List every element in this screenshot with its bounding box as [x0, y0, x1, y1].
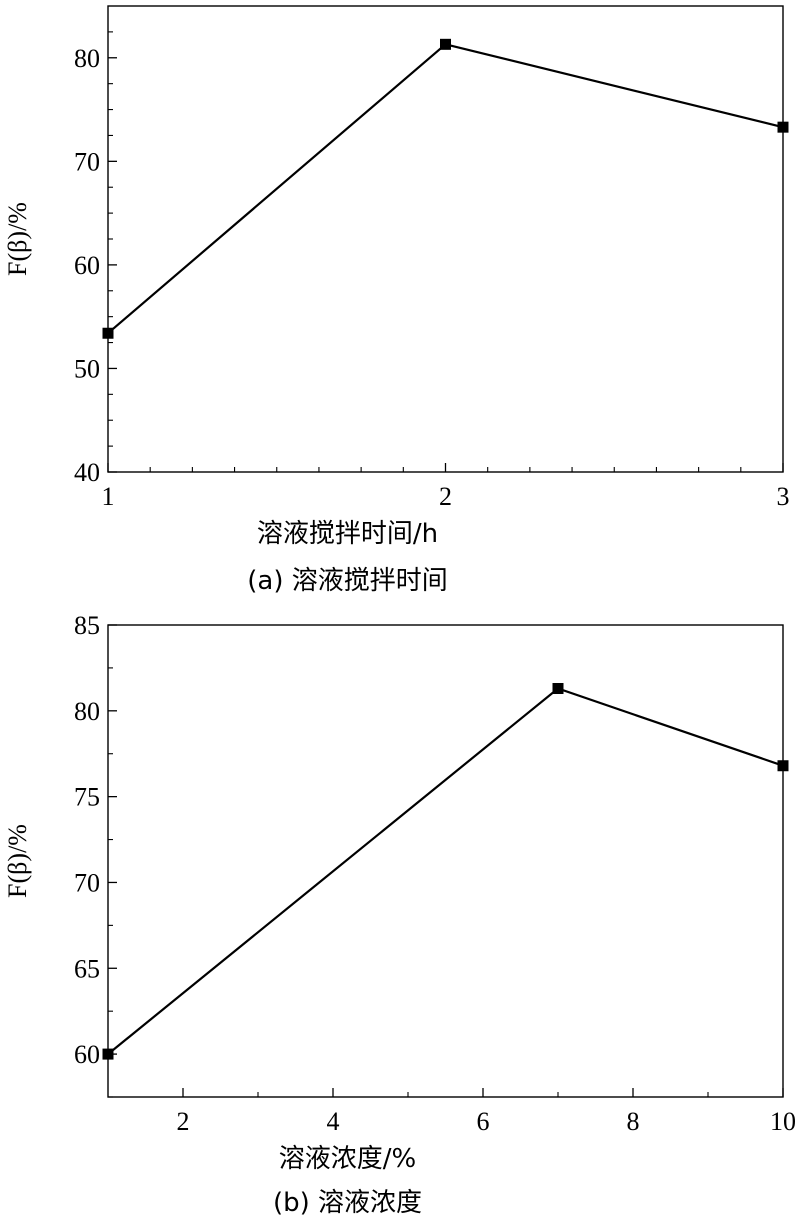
figure-caption: (a) 溶液搅拌时间: [247, 566, 448, 596]
y-tick-label: 65: [74, 954, 100, 983]
data-point: [552, 683, 564, 695]
series-line: [107, 43, 784, 335]
y-axis-label: F(β)/%: [3, 202, 32, 276]
x-tick-label: 3: [777, 482, 790, 511]
y-tick-label: 85: [74, 611, 100, 640]
x-tick-label: 2: [439, 482, 452, 511]
y-tick-label: 60: [74, 1040, 100, 1069]
x-tick-label: 6: [477, 1107, 490, 1136]
y-tick-label: 50: [74, 354, 100, 383]
data-point: [102, 1048, 114, 1060]
data-point: [440, 38, 451, 50]
figure-caption: (b) 溶液浓度: [273, 1188, 422, 1218]
x-tick-label: 1: [102, 482, 115, 511]
data-point: [777, 760, 789, 772]
x-axis-label: 溶液搅拌时间/h: [257, 519, 438, 549]
series-line: [107, 687, 784, 1055]
y-tick-label: 75: [74, 783, 100, 812]
x-tick-label: 4: [327, 1107, 340, 1136]
x-tick-label: 10: [770, 1107, 796, 1136]
x-tick-label: 2: [177, 1107, 190, 1136]
y-tick-label: 60: [74, 251, 100, 280]
x-tick-label: 8: [627, 1107, 640, 1136]
plot-frame: [107, 624, 784, 1098]
x-axis-label: 溶液浓度/%: [279, 1144, 416, 1174]
y-tick-label: 70: [74, 868, 100, 897]
y-tick-label: 70: [74, 147, 100, 176]
y-tick-label: 80: [74, 44, 100, 73]
data-point: [777, 121, 789, 133]
plot-frame: [107, 5, 784, 473]
chart-panel-a: 40 50 60 70 80 1 2 3 溶液搅拌时间/h F(β)/% (a) 溶液搅拌时间: [3, 5, 790, 596]
y-axis-label: F(β)/%: [3, 824, 32, 898]
data-point: [102, 327, 114, 339]
y-tick-label: 40: [74, 458, 100, 487]
chart-panel-b: 60 65 70 75 80 85 2 4 6 8 10 溶液浓度/% F(β)/% (b) 溶液浓度: [3, 611, 796, 1218]
y-tick-label: 80: [74, 697, 100, 726]
